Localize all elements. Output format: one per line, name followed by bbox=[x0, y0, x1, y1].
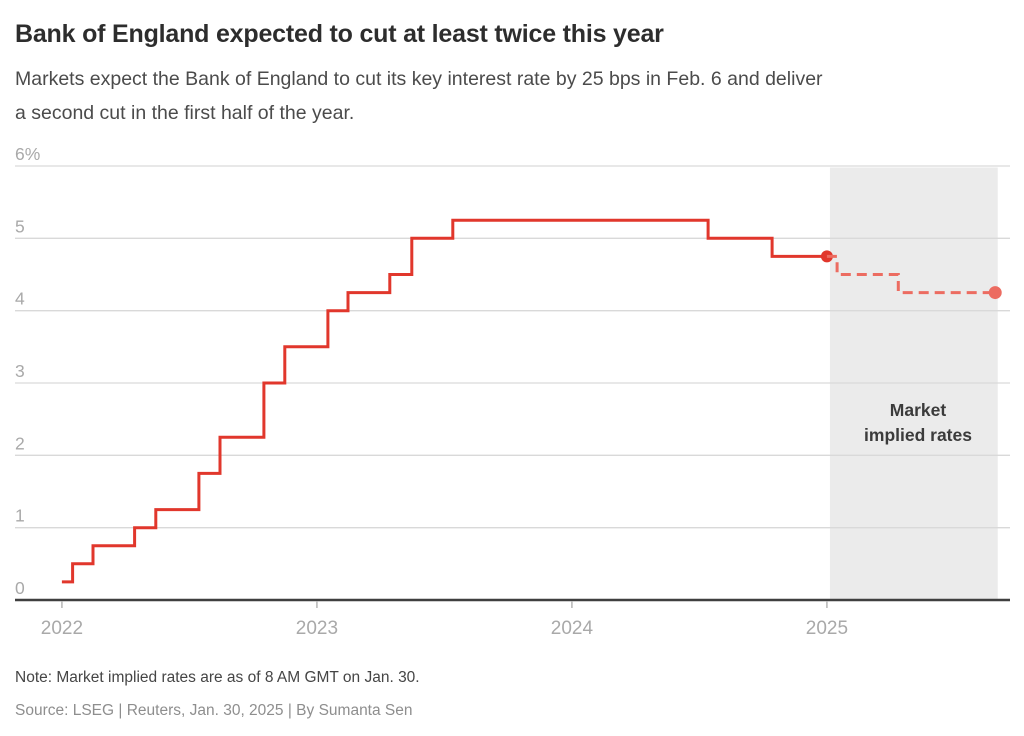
y-axis-tick-label: 1 bbox=[15, 506, 25, 526]
page-title: Bank of England expected to cut at least… bbox=[15, 20, 664, 48]
market-implied-rates-label-line: Market bbox=[889, 400, 947, 420]
implied-endpoint-dot bbox=[988, 286, 1002, 300]
y-axis-tick-label: 5 bbox=[15, 216, 25, 236]
rate-line-implied-dashed bbox=[826, 254, 996, 295]
chart-subtitle-line: Markets expect the Bank of England to cu… bbox=[15, 68, 823, 90]
x-axis-tick-label: 2022 bbox=[41, 618, 83, 639]
y-axis-tick-label: 3 bbox=[15, 361, 25, 381]
rate-line-solid bbox=[61, 218, 827, 584]
market-implied-rates-label: Market implied rates bbox=[828, 398, 1008, 447]
y-axis-tick-label: 0 bbox=[15, 578, 25, 598]
chart-note: Note: Market implied rates are as of 8 A… bbox=[15, 669, 420, 686]
x-axis-tick-label: 2025 bbox=[806, 618, 848, 639]
y-axis-tick-label: 4 bbox=[15, 289, 25, 309]
chart-source: Source: LSEG | Reuters, Jan. 30, 2025 | … bbox=[15, 702, 413, 719]
chart-shaded-region bbox=[829, 167, 998, 600]
y-axis-tick-label: 6% bbox=[15, 144, 40, 164]
x-axis-tick-label: 2023 bbox=[296, 618, 338, 639]
market-implied-rates-label-line: implied rates bbox=[864, 424, 972, 445]
x-axis-tick-label: 2024 bbox=[551, 618, 594, 639]
chart-subtitle-line: a second cut in the first half of the ye… bbox=[15, 102, 355, 124]
chart-subtitle: Markets expect the Bank of England to cu… bbox=[15, 62, 1015, 130]
y-axis-tick-label: 2 bbox=[15, 433, 25, 453]
